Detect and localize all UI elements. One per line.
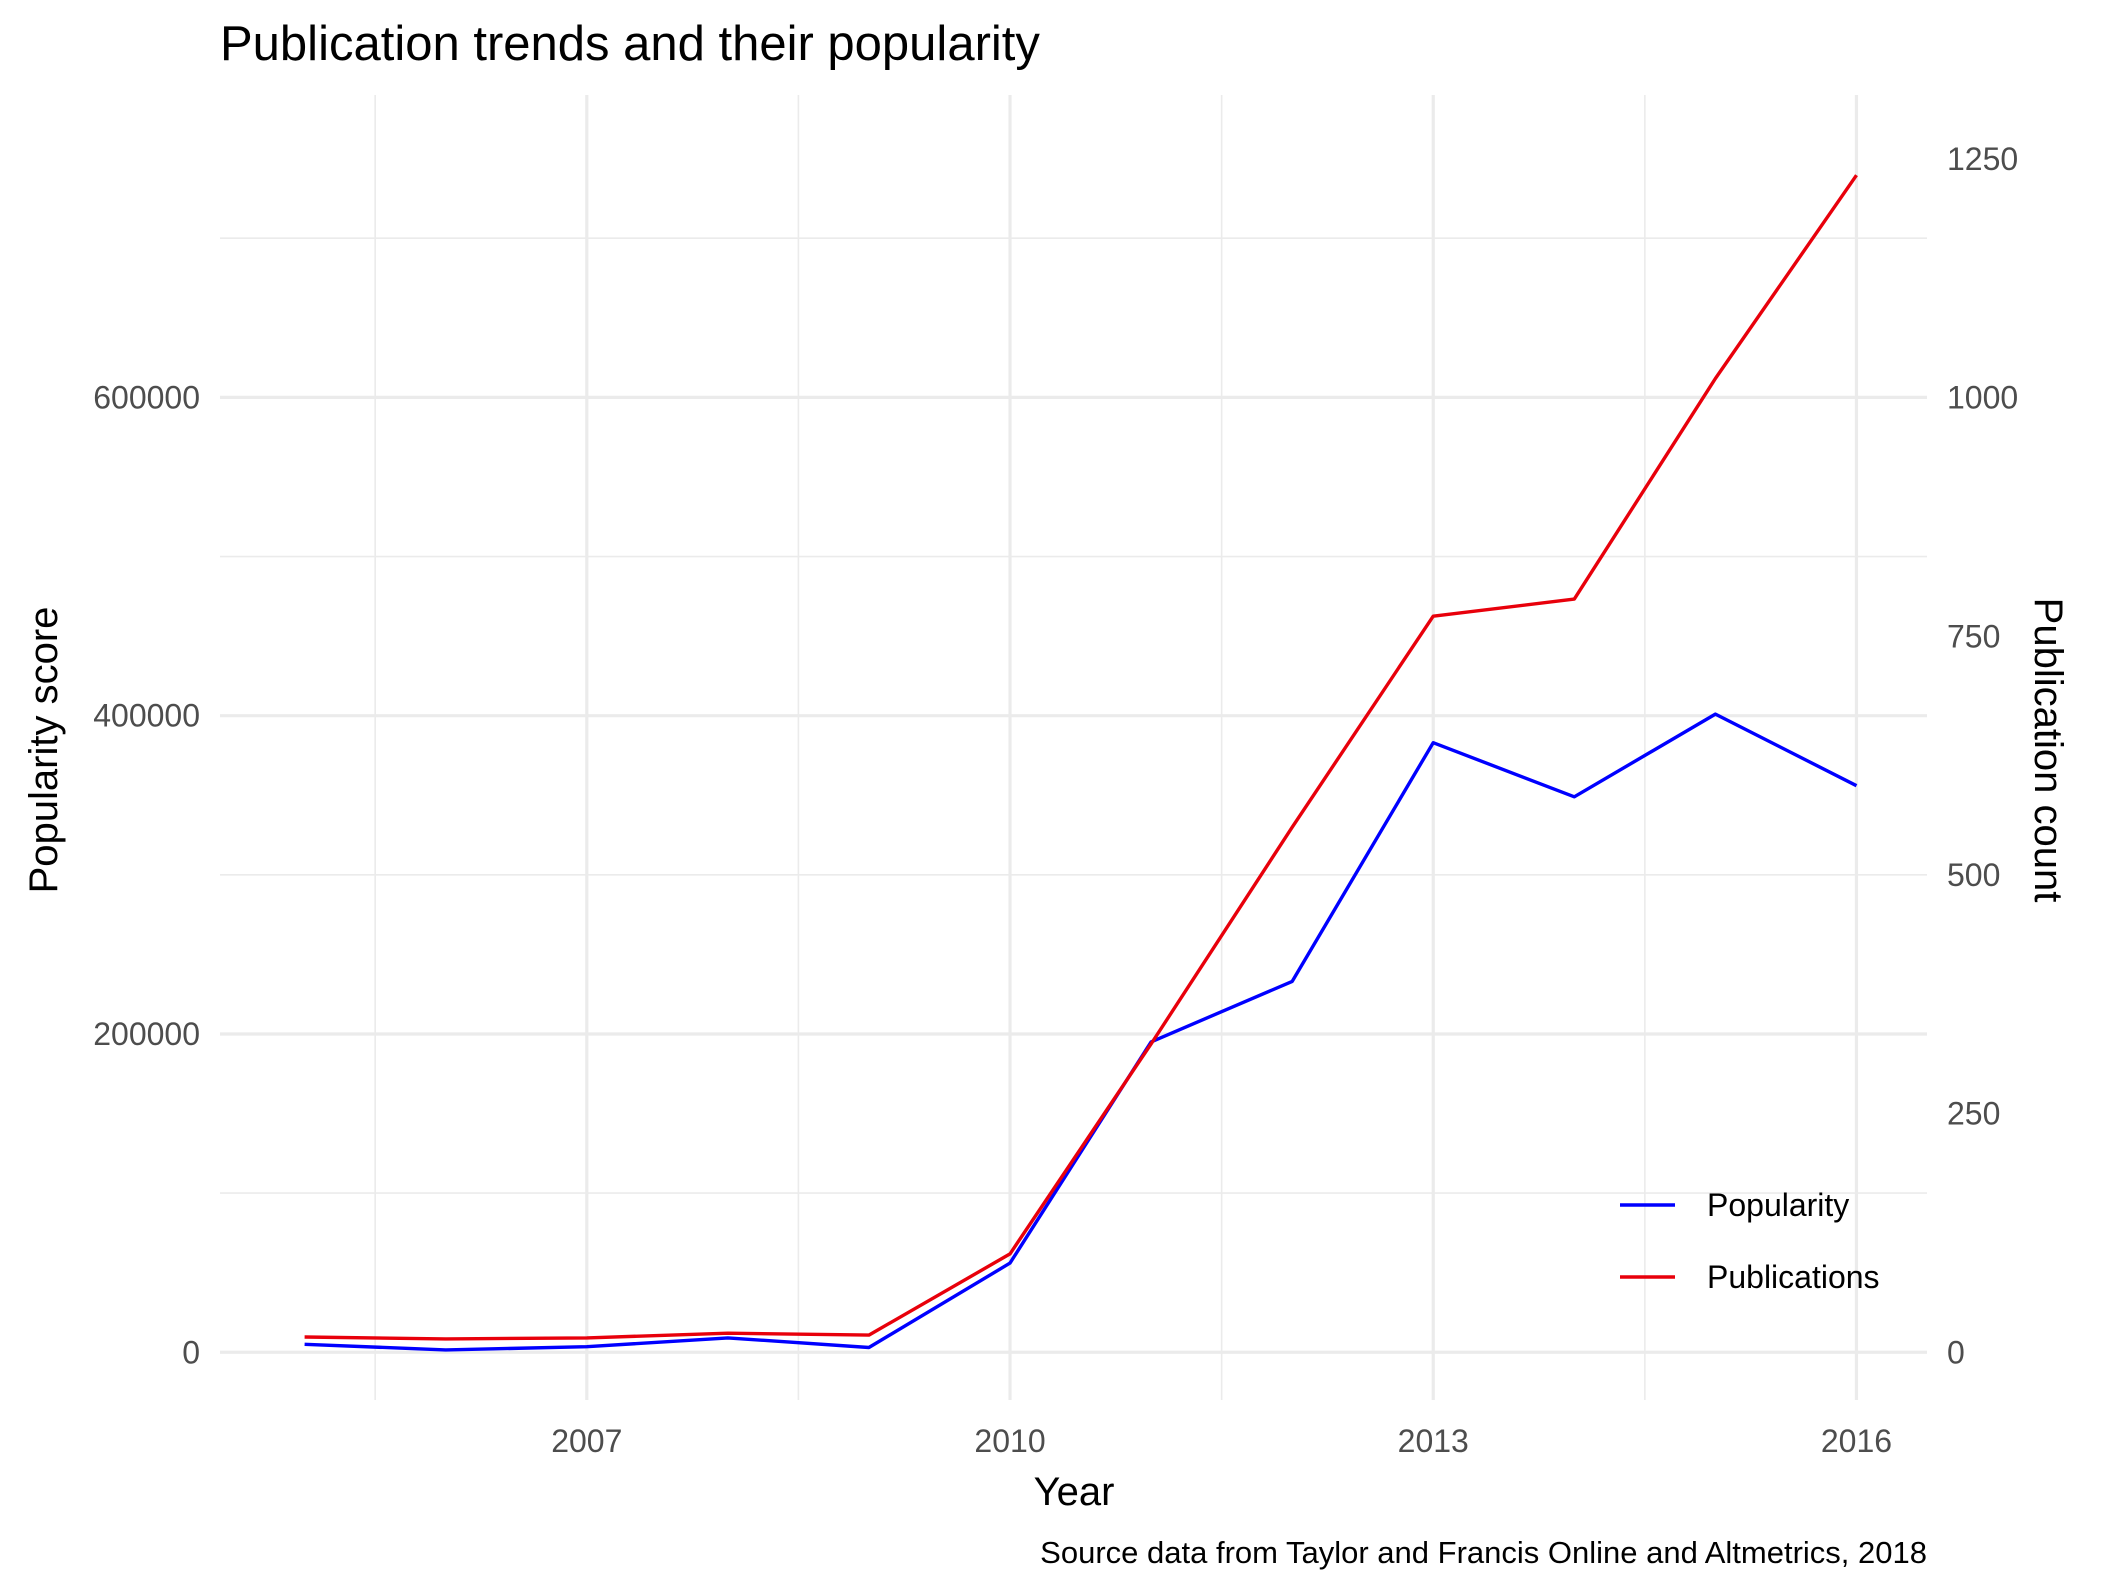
x-tick-label: 2016 <box>1821 1423 1892 1459</box>
y2-tick-label: 0 <box>1947 1334 1965 1370</box>
x-axis-title: Year <box>1034 1470 1115 1514</box>
y2-tick-label: 250 <box>1947 1096 2000 1132</box>
series-line-publications <box>304 174 1858 1341</box>
chart-caption: Source data from Taylor and Francis Onli… <box>1040 1535 1927 1570</box>
y-tick-label: 400000 <box>93 698 200 734</box>
y2-tick-label: 750 <box>1947 618 2000 654</box>
y-axis-tick-labels: 0 200000 400000 600000 <box>93 379 200 1370</box>
y2-tick-label: 500 <box>1947 857 2000 893</box>
y-tick-label: 0 <box>182 1334 200 1370</box>
y2-axis-title: Publication count <box>2026 598 2070 903</box>
legend-label-popularity: Popularity <box>1707 1187 1849 1223</box>
y2-tick-label: 1250 <box>1947 141 2018 177</box>
y-tick-label: 200000 <box>93 1016 200 1052</box>
legend-label-publications: Publications <box>1707 1259 1880 1295</box>
x-tick-label: 2013 <box>1398 1423 1469 1459</box>
major-y-gridlines <box>220 395 1927 1354</box>
x-tick-label: 2010 <box>974 1423 1045 1459</box>
minor-x-gridlines <box>374 95 1646 1400</box>
legend: Popularity Publications <box>1620 1187 1880 1295</box>
x-tick-label: 2007 <box>551 1423 622 1459</box>
minor-y-gridlines <box>220 237 1927 1194</box>
y-axis-title: Popularity score <box>22 607 66 894</box>
major-x-gridlines <box>585 95 1859 1400</box>
series-line-popularity <box>304 712 1858 1352</box>
y2-tick-label: 1000 <box>1947 380 2018 416</box>
x-axis-tick-labels: 2007 2010 2013 2016 <box>551 1423 1892 1459</box>
series-lines <box>304 174 1858 1352</box>
chart-title: Publication trends and their popularity <box>220 17 1040 71</box>
y2-axis-tick-labels: 0 250 500 750 1000 1250 <box>1947 141 2018 1370</box>
y-tick-label: 600000 <box>93 379 200 415</box>
